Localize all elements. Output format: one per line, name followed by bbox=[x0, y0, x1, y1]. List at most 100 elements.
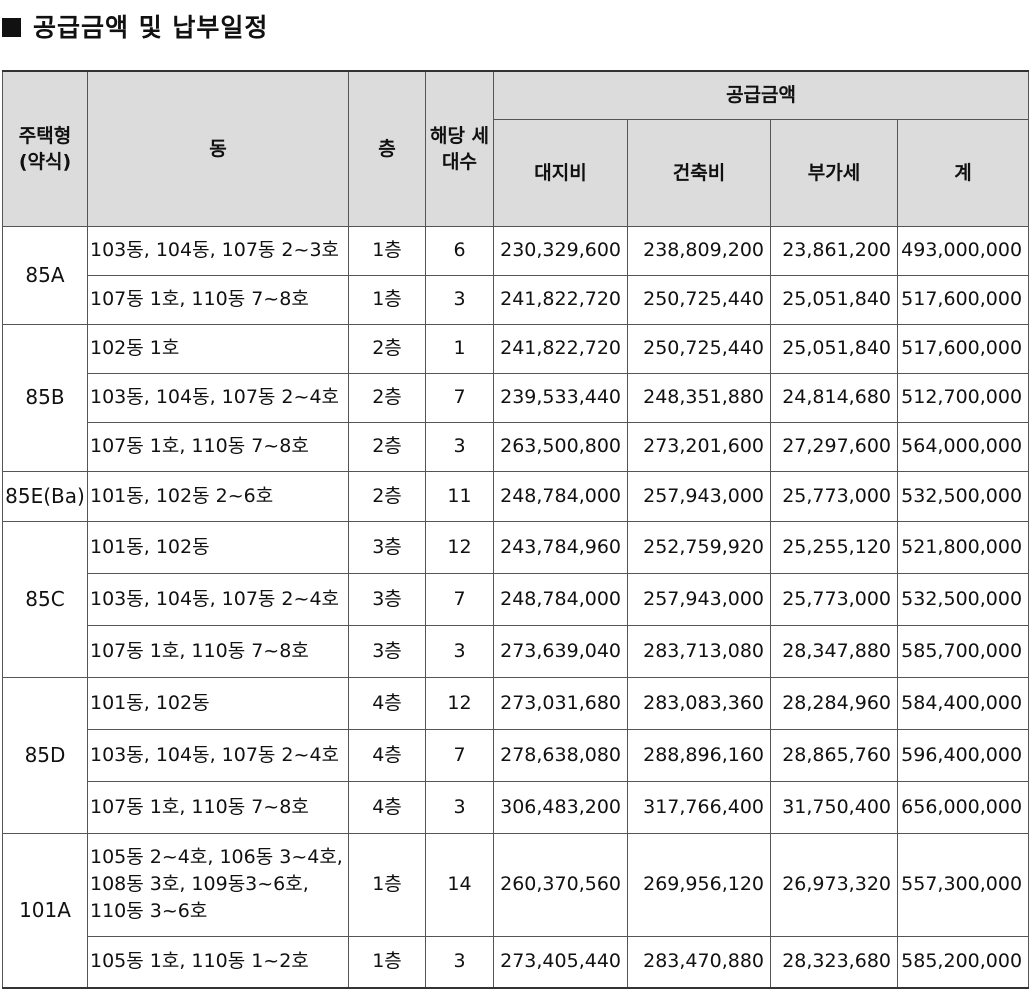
dong-cell: 101동, 102동 bbox=[87, 520, 349, 574]
land-cell: 273,639,040 bbox=[493, 624, 628, 678]
land-cell: 278,638,080 bbox=[493, 728, 628, 782]
table-row: 105동 1호, 110동 1~2호 1층 3 273,405,440 283,470,… bbox=[3, 935, 1030, 989]
table-row: 101A 105동 2~4호, 106동 3~4호, 108동 3호, 109동3… bbox=[2, 832, 1030, 989]
floor-cell: 3층 bbox=[348, 572, 426, 626]
total-cell: 532,500,000 bbox=[896, 470, 1030, 522]
vat-cell: 28,323,680 bbox=[770, 935, 898, 989]
total-cell: 517,600,000 bbox=[896, 274, 1030, 325]
table-header: 주택형 (약식) 동 층 해당 세대수 공급금액 대지비 건축비 부가세 계 bbox=[2, 70, 1030, 227]
dong-cell: 103동, 104동, 107동 2~4호 bbox=[87, 572, 349, 626]
header-supply-amount: 공급금액 bbox=[492, 70, 1030, 120]
type-cell: 85B bbox=[2, 323, 88, 472]
floor-cell: 3층 bbox=[348, 624, 426, 678]
table-row: 85C 101동, 102동 3층 12 243,784,960 252,759,920 2… bbox=[2, 520, 1030, 678]
total-cell: 493,000,000 bbox=[896, 225, 1030, 276]
vat-cell: 31,750,400 bbox=[770, 780, 898, 834]
type-cell: 85D bbox=[2, 676, 88, 834]
table-body: 85A 103동, 104동, 107동 2~3호 1층 6 230,329,600 23… bbox=[2, 225, 1030, 989]
header-floor: 층 bbox=[348, 70, 426, 227]
header-vat: 부가세 bbox=[770, 118, 898, 227]
land-cell: 273,405,440 bbox=[493, 935, 628, 989]
floor-cell: 1층 bbox=[348, 832, 426, 937]
dong-cell: 107동 1호, 110동 7~8호 bbox=[87, 624, 349, 678]
units-cell: 6 bbox=[425, 225, 494, 276]
land-cell: 239,533,440 bbox=[493, 372, 628, 423]
land-cell: 273,031,680 bbox=[493, 676, 628, 730]
land-cell: 248,784,000 bbox=[493, 572, 628, 626]
section-title-text: 공급금액 및 납부일정 bbox=[33, 13, 269, 42]
vat-cell: 25,051,840 bbox=[770, 274, 898, 325]
table-row: 107동 1호, 110동 7~8호 2층 3 263,500,800 273,201,… bbox=[3, 421, 1030, 472]
dong-cell: 103동, 104동, 107동 2~4호 bbox=[87, 372, 349, 423]
units-cell: 14 bbox=[425, 832, 494, 937]
units-cell: 7 bbox=[425, 372, 494, 423]
floor-cell: 2층 bbox=[348, 470, 426, 522]
dong-cell: 103동, 104동, 107동 2~3호 bbox=[87, 225, 349, 276]
floor-cell: 1층 bbox=[348, 225, 426, 276]
total-cell: 656,000,000 bbox=[896, 780, 1030, 834]
dong-cell: 105동 1호, 110동 1~2호 bbox=[87, 935, 349, 989]
land-cell: 260,370,560 bbox=[493, 832, 628, 937]
floor-cell: 4층 bbox=[348, 728, 426, 782]
type-cell: 85E(Ba) bbox=[2, 470, 88, 522]
total-cell: 512,700,000 bbox=[896, 372, 1030, 423]
total-cell: 584,400,000 bbox=[896, 676, 1030, 730]
header-land: 대지비 bbox=[493, 118, 628, 227]
units-cell: 3 bbox=[425, 935, 494, 989]
vat-cell: 24,814,680 bbox=[770, 372, 898, 423]
building-cell: 317,766,400 bbox=[627, 780, 771, 834]
dong-cell: 103동, 104동, 107동 2~4호 bbox=[87, 728, 349, 782]
floor-cell: 3층 bbox=[348, 520, 426, 574]
building-cell: 269,956,120 bbox=[627, 832, 771, 937]
building-cell: 238,809,200 bbox=[627, 225, 771, 276]
land-cell: 230,329,600 bbox=[493, 225, 628, 276]
table-row: 103동, 104동, 107동 2~4호 4층 7 278,638,080 288,8… bbox=[3, 728, 1030, 782]
building-cell: 257,943,000 bbox=[627, 470, 771, 522]
building-cell: 283,713,080 bbox=[627, 624, 771, 678]
units-cell: 3 bbox=[425, 624, 494, 678]
land-cell: 243,784,960 bbox=[493, 520, 628, 574]
building-cell: 283,470,880 bbox=[627, 935, 771, 989]
type-cell: 85C bbox=[2, 520, 88, 678]
total-cell: 585,200,000 bbox=[896, 935, 1030, 989]
floor-cell: 4층 bbox=[348, 780, 426, 834]
total-cell: 557,300,000 bbox=[896, 832, 1030, 937]
table-row: 107동 1호, 110동 7~8호 3층 3 273,639,040 283,713,… bbox=[3, 624, 1030, 678]
dong-cell: 105동 2~4호, 106동 3~4호, 108동 3호, 109동3~6호,… bbox=[87, 832, 349, 937]
land-cell: 263,500,800 bbox=[493, 421, 628, 472]
vat-cell: 26,973,320 bbox=[770, 832, 898, 937]
vat-cell: 23,861,200 bbox=[770, 225, 898, 276]
dong-cell: 101동, 102동 2~6호 bbox=[87, 470, 349, 522]
vat-cell: 27,297,600 bbox=[770, 421, 898, 472]
header-type: 주택형 (약식) bbox=[2, 70, 88, 227]
section-title: 공급금액 및 납부일정 bbox=[2, 8, 268, 48]
header-units: 해당 세대수 bbox=[425, 70, 494, 227]
units-cell: 12 bbox=[425, 676, 494, 730]
units-cell: 11 bbox=[425, 470, 494, 522]
header-building: 건축비 bbox=[627, 118, 771, 227]
supply-price-table: 주택형 (약식) 동 층 해당 세대수 공급금액 대지비 건축비 부가세 계 8… bbox=[2, 70, 1030, 989]
header-dong: 동 bbox=[87, 70, 349, 227]
square-bullet-icon bbox=[2, 18, 21, 37]
units-cell: 3 bbox=[425, 421, 494, 472]
table-row: 107동 1호, 110동 7~8호 4층 3 306,483,200 317,766,… bbox=[3, 780, 1030, 834]
dong-cell: 102동 1호 bbox=[87, 323, 349, 374]
vat-cell: 25,773,000 bbox=[770, 572, 898, 626]
building-cell: 252,759,920 bbox=[627, 520, 771, 574]
type-cell: 85A bbox=[2, 225, 88, 325]
building-cell: 248,351,880 bbox=[627, 372, 771, 423]
building-cell: 250,725,440 bbox=[627, 323, 771, 374]
building-cell: 250,725,440 bbox=[627, 274, 771, 325]
table-row: 107동 1호, 110동 7~8호 1층 3 241,822,720 250,725,… bbox=[3, 274, 1030, 325]
floor-cell: 2층 bbox=[348, 421, 426, 472]
table-row: 85A 103동, 104동, 107동 2~3호 1층 6 230,329,600 23… bbox=[2, 225, 1030, 325]
table-row: 85D 101동, 102동 4층 12 273,031,680 283,083,360 2… bbox=[2, 676, 1030, 834]
header-total: 계 bbox=[896, 118, 1030, 227]
vat-cell: 28,865,760 bbox=[770, 728, 898, 782]
total-cell: 585,700,000 bbox=[896, 624, 1030, 678]
dong-cell: 107동 1호, 110동 7~8호 bbox=[87, 421, 349, 472]
units-cell: 12 bbox=[425, 520, 494, 574]
dong-cell: 101동, 102동 bbox=[87, 676, 349, 730]
floor-cell: 4층 bbox=[348, 676, 426, 730]
table-row: 85E(Ba) 101동, 102동 2~6호 2층 11 248,784,000 257… bbox=[2, 470, 1030, 522]
